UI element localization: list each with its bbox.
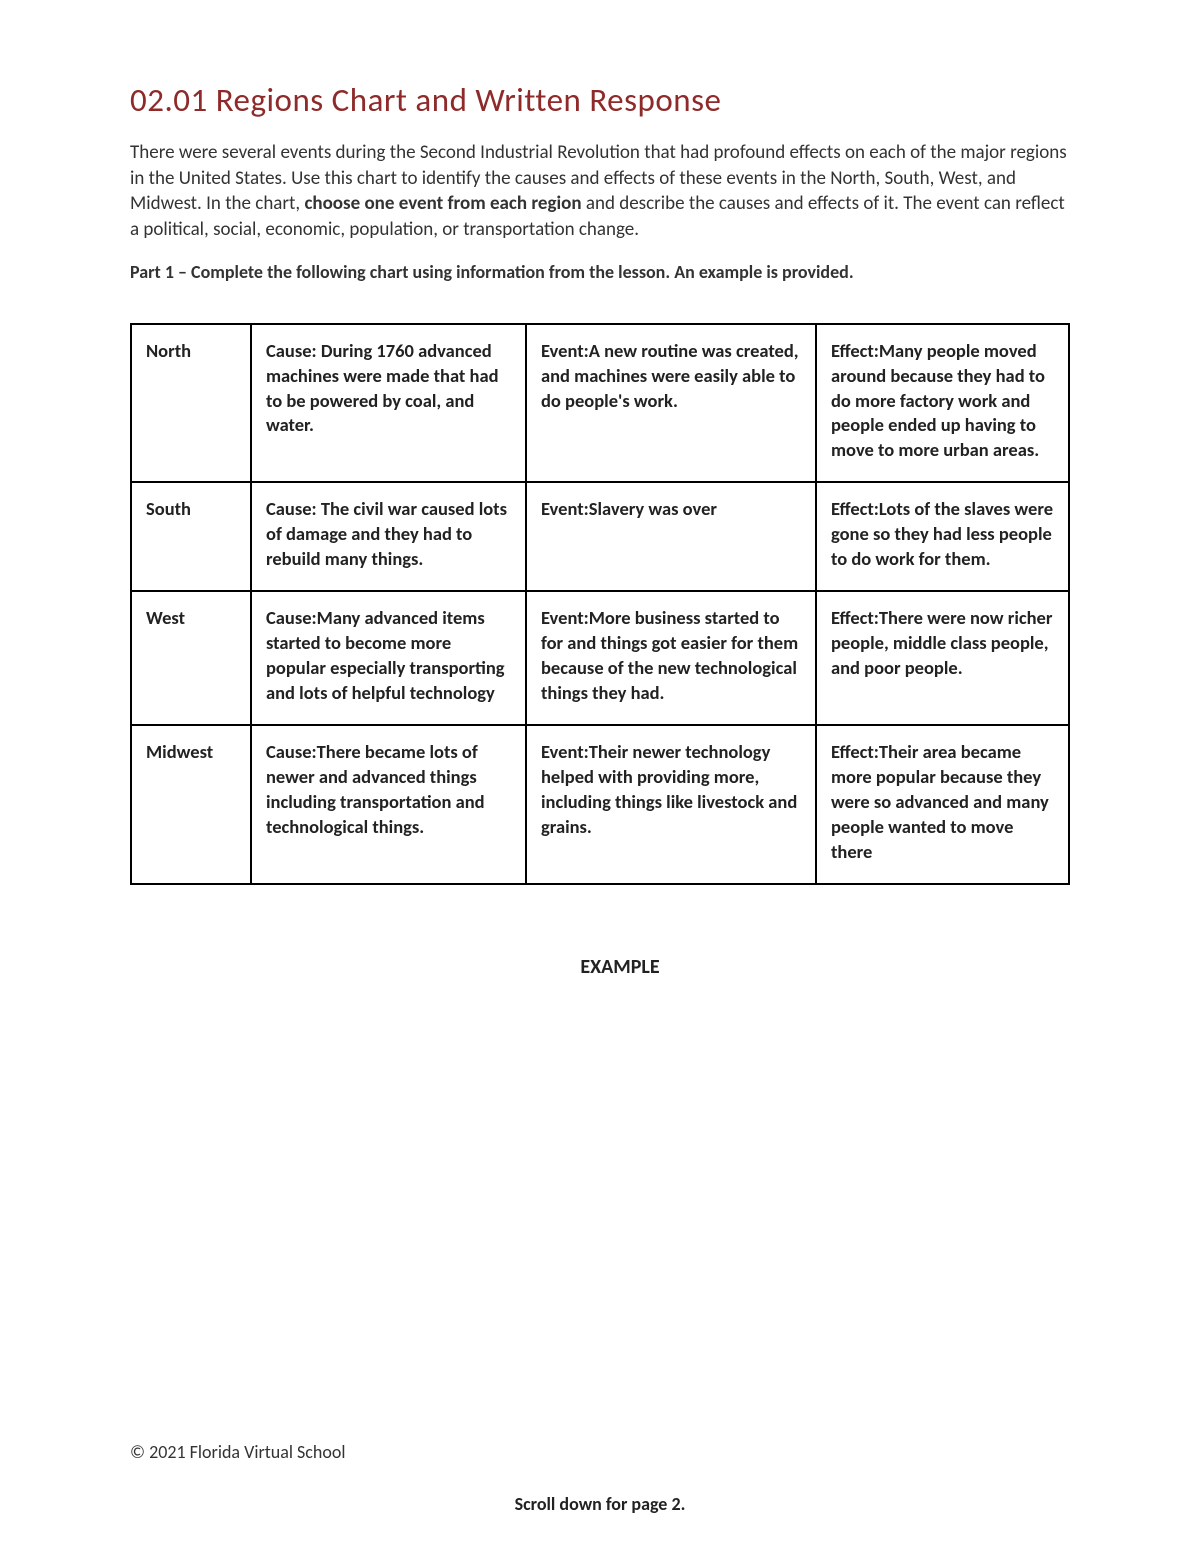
cause-cell: Cause:There became lots of newer and adv… — [251, 725, 526, 884]
effect-cell: Effect:Many people moved around because … — [816, 324, 1069, 483]
region-cell: Midwest — [131, 725, 251, 884]
effect-cell: Effect:Lots of the slaves were gone so t… — [816, 482, 1069, 591]
part1-instruction: Part 1 – Complete the following chart us… — [130, 261, 1070, 283]
intro-paragraph: There were several events during the Sec… — [130, 140, 1070, 243]
region-cell: West — [131, 591, 251, 725]
region-cell: North — [131, 324, 251, 483]
regions-table: North Cause: During 1760 advanced machin… — [130, 323, 1070, 885]
cause-cell: Cause: During 1760 advanced machines wer… — [251, 324, 526, 483]
table-row: North Cause: During 1760 advanced machin… — [131, 324, 1069, 483]
table-row: South Cause: The civil war caused lots o… — [131, 482, 1069, 591]
cause-cell: Cause:Many advanced items started to bec… — [251, 591, 526, 725]
table-row: Midwest Cause:There became lots of newer… — [131, 725, 1069, 884]
table-row: West Cause:Many advanced items started t… — [131, 591, 1069, 725]
copyright-text: © 2021 Florida Virtual School — [130, 1441, 345, 1463]
event-cell: Event:Their newer technology helped with… — [526, 725, 816, 884]
effect-cell: Effect:There were now richer people, mid… — [816, 591, 1069, 725]
effect-cell: Effect:Their area became more popular be… — [816, 725, 1069, 884]
example-label: EXAMPLE — [130, 955, 1070, 979]
cause-cell: Cause: The civil war caused lots of dama… — [251, 482, 526, 591]
page-title: 02.01 Regions Chart and Written Response — [130, 80, 1070, 120]
event-cell: Event:A new routine was created, and mac… — [526, 324, 816, 483]
intro-bold-1: choose one event from each region — [304, 192, 581, 215]
region-cell: South — [131, 482, 251, 591]
event-cell: Event:Slavery was over — [526, 482, 816, 591]
event-cell: Event:More business started to for and t… — [526, 591, 816, 725]
scroll-hint: Scroll down for page 2. — [0, 1493, 1200, 1515]
